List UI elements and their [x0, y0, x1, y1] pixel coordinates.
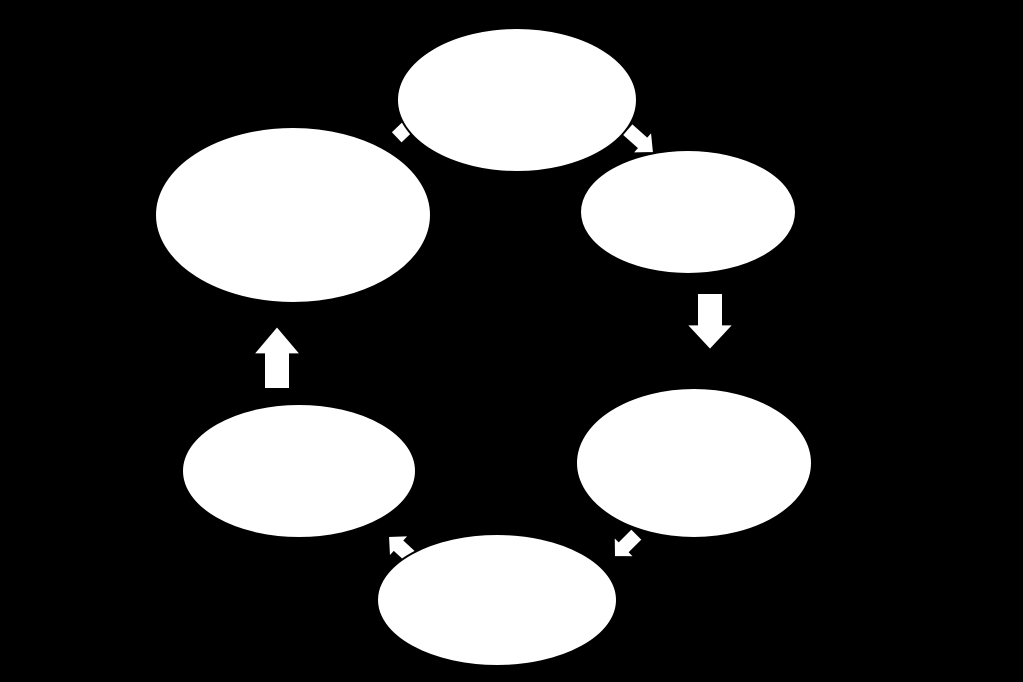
node-n5 — [182, 404, 416, 538]
node-n6 — [155, 127, 431, 303]
cycle-diagram-svg — [0, 0, 1023, 682]
node-n1 — [397, 28, 637, 172]
node-n2 — [580, 150, 796, 274]
node-n3 — [576, 388, 812, 538]
node-n4 — [377, 534, 617, 666]
cycle-diagram — [0, 0, 1023, 682]
